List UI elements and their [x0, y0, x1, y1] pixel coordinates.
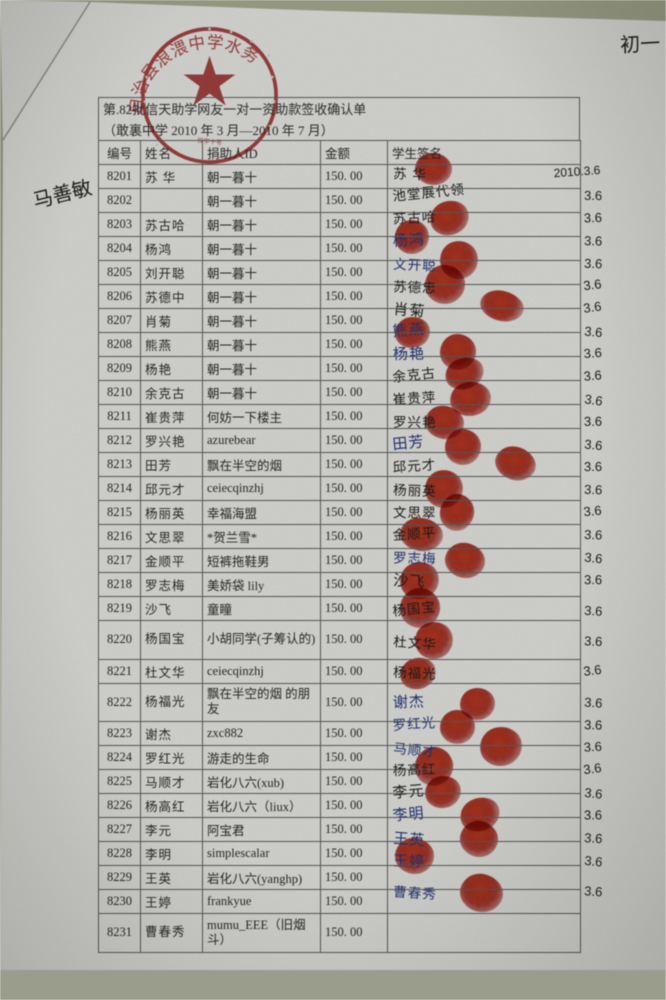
svg-text:3.6: 3.6 — [584, 414, 602, 429]
svg-text:3.6: 3.6 — [584, 853, 604, 870]
svg-text:3.6: 3.6 — [584, 256, 603, 272]
svg-text:3.6: 3.6 — [584, 717, 602, 732]
svg-text:3.6: 3.6 — [584, 459, 602, 474]
svg-text:3.6: 3.6 — [584, 572, 602, 587]
svg-text:3.6: 3.6 — [584, 324, 603, 341]
svg-text:3.6: 3.6 — [582, 299, 602, 316]
svg-text:3.6: 3.6 — [584, 210, 603, 226]
svg-text:3.6: 3.6 — [583, 662, 603, 679]
svg-text:3.6: 3.6 — [584, 437, 603, 454]
svg-text:3.6: 3.6 — [582, 760, 602, 777]
svg-text:3.6: 3.6 — [584, 527, 603, 543]
svg-text:3.6: 3.6 — [584, 188, 602, 203]
svg-text:3.6: 3.6 — [584, 482, 603, 498]
svg-text:3.6: 3.6 — [583, 345, 602, 361]
svg-text:3.6: 3.6 — [584, 633, 603, 649]
svg-text:3.6: 3.6 — [583, 739, 602, 755]
svg-text:3.6: 3.6 — [583, 503, 602, 520]
svg-text:3.6: 3.6 — [584, 830, 603, 846]
svg-text:3.6: 3.6 — [584, 603, 603, 619]
svg-text:3.6: 3.6 — [584, 695, 603, 711]
svg-text:3.6: 3.6 — [584, 550, 604, 567]
svg-text:3.6: 3.6 — [584, 807, 602, 822]
svg-text:2010.3.6: 2010.3.6 — [553, 163, 601, 180]
svg-text:3.6: 3.6 — [583, 367, 602, 383]
svg-text:3.6: 3.6 — [584, 785, 604, 802]
svg-text:3.6: 3.6 — [583, 276, 603, 293]
svg-text:3.6: 3.6 — [584, 233, 603, 249]
svg-text:3.6: 3.6 — [584, 391, 604, 408]
svg-text:3.6: 3.6 — [584, 883, 603, 899]
